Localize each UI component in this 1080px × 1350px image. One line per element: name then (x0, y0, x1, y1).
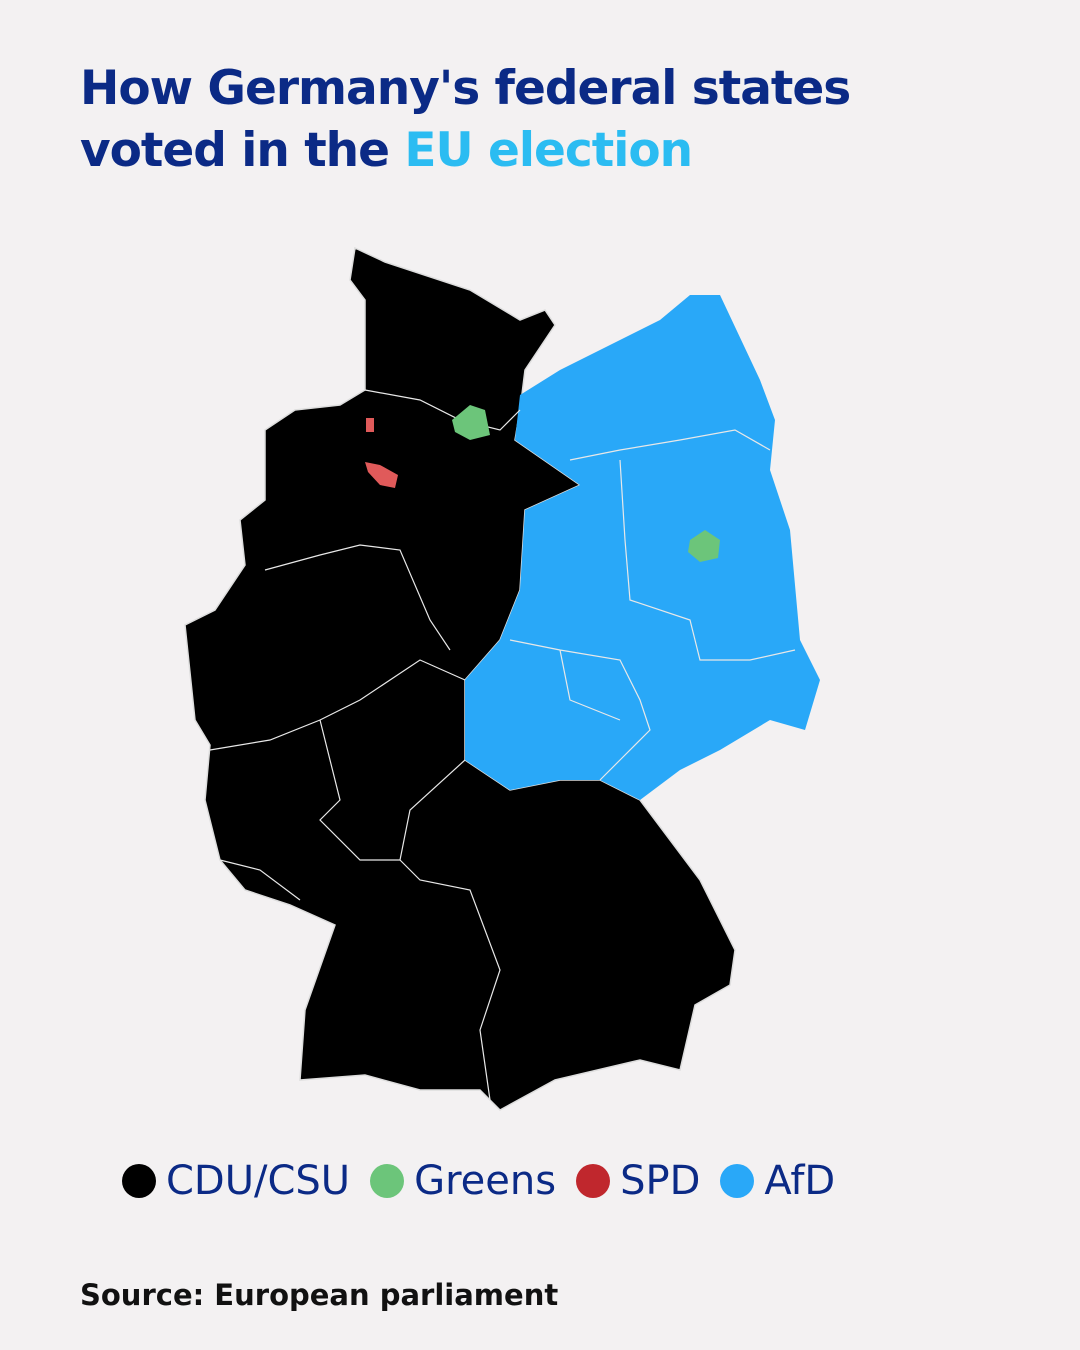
legend-item: AfD (720, 1158, 835, 1204)
legend-label: Greens (414, 1158, 557, 1204)
title-text: How Germany's federal states voted in th… (80, 61, 851, 178)
source: Source: European parliament (80, 1278, 559, 1312)
legend-dot (370, 1164, 405, 1198)
berlin (688, 530, 720, 562)
hamburg (452, 405, 490, 440)
legend: CDU/CSU Greens SPD AfD (122, 1158, 835, 1204)
title-highlight: EU election (404, 123, 693, 178)
title: How Germany's federal states voted in th… (80, 58, 880, 182)
bremen (365, 462, 398, 488)
afd-states (465, 295, 820, 800)
legend-label: SPD (620, 1158, 701, 1204)
legend-item: CDU/CSU (122, 1158, 350, 1204)
legend-dot (576, 1164, 611, 1198)
legend-dot (122, 1164, 156, 1198)
bremerhaven (366, 418, 374, 432)
legend-item: SPD (576, 1158, 700, 1204)
legend-dot (720, 1164, 755, 1198)
legend-item: Greens (370, 1158, 556, 1204)
legend-label: AfD (764, 1158, 836, 1204)
legend-label: CDU/CSU (166, 1158, 351, 1204)
